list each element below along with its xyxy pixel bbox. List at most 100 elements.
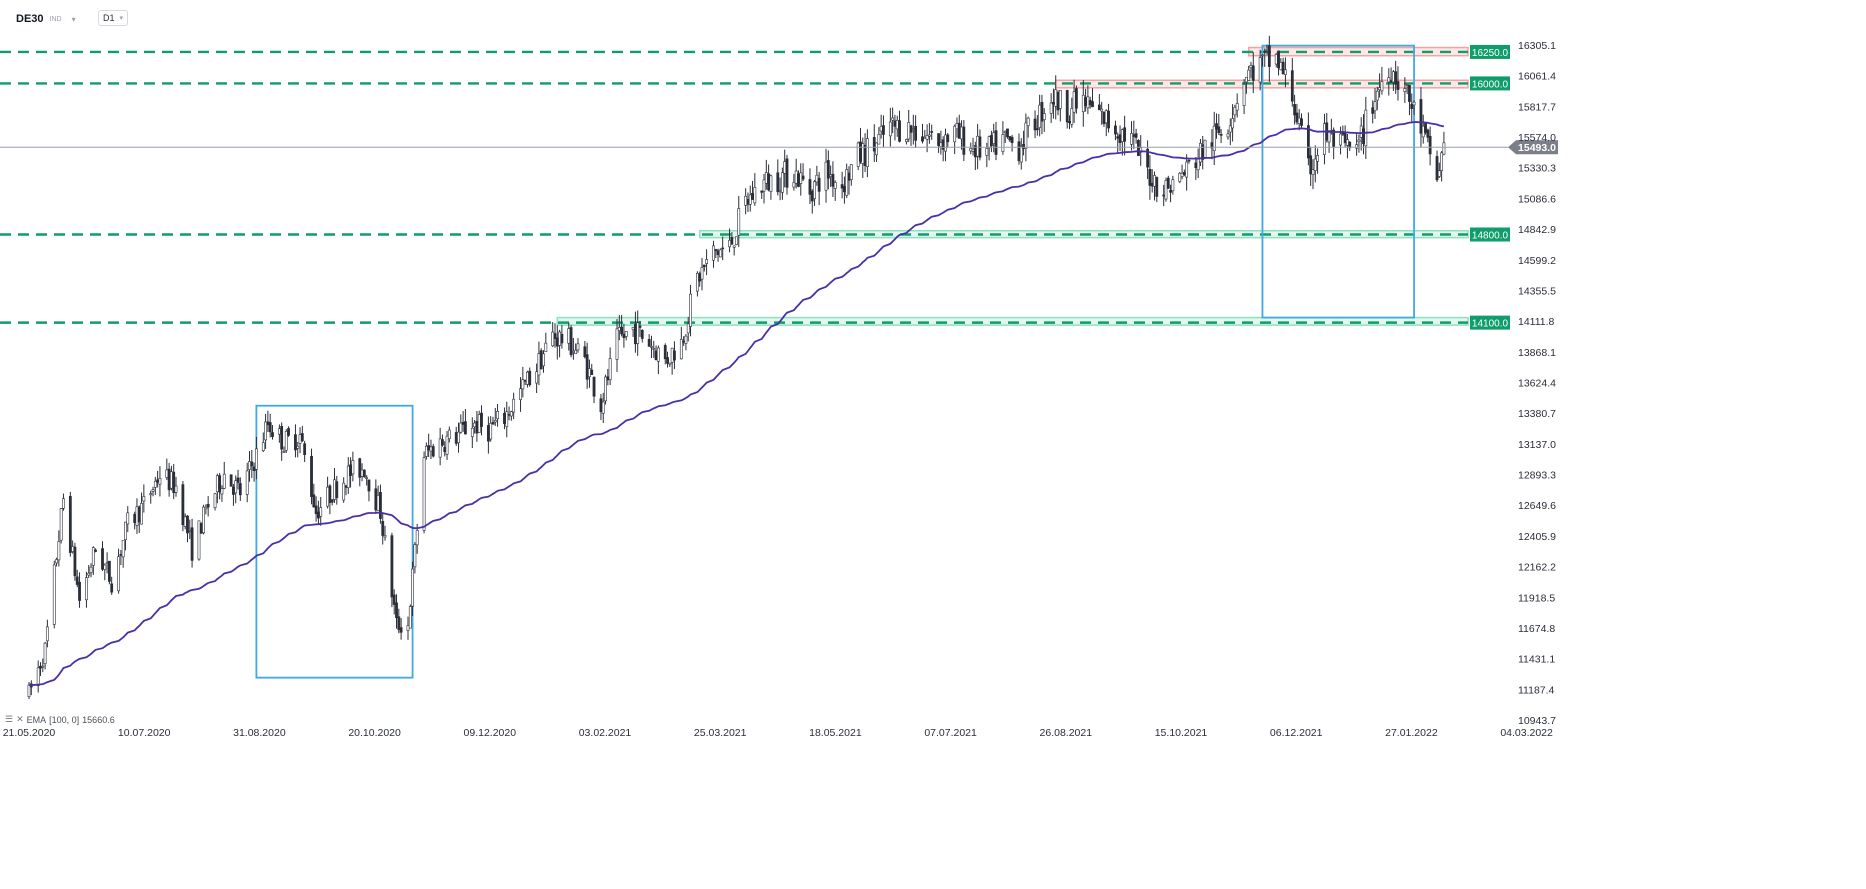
candle-body[interactable] [415, 530, 419, 546]
candle-body[interactable] [1026, 117, 1030, 126]
candle-body[interactable] [1134, 133, 1138, 138]
candle-body[interactable] [1137, 140, 1140, 157]
candle-body[interactable] [1187, 159, 1191, 162]
candle-body[interactable] [151, 489, 155, 492]
candle-body[interactable] [1357, 139, 1361, 143]
candle-body[interactable] [1169, 190, 1172, 193]
candle-body[interactable] [1203, 139, 1207, 158]
candle-body[interactable] [204, 506, 208, 510]
candle-body[interactable] [799, 172, 803, 184]
candle-body[interactable] [459, 422, 463, 433]
candle-body[interactable] [27, 684, 31, 697]
candle-body[interactable] [744, 195, 748, 206]
candle-body[interactable] [909, 125, 913, 133]
candle-body[interactable] [1440, 152, 1444, 171]
candle-body[interactable] [512, 398, 516, 413]
candle-body[interactable] [650, 346, 653, 348]
candle-body[interactable] [1426, 129, 1430, 138]
candle-body[interactable] [344, 485, 348, 488]
candle-body[interactable] [888, 121, 892, 137]
candle-body[interactable] [1247, 69, 1251, 81]
candle-body[interactable] [213, 493, 217, 508]
candle-body[interactable] [73, 546, 77, 577]
candle-body[interactable] [457, 431, 460, 444]
candle-body[interactable] [831, 173, 835, 187]
candle-body[interactable] [686, 323, 690, 334]
candle-body[interactable] [282, 451, 286, 453]
candle-body[interactable] [1293, 104, 1297, 116]
candle-body[interactable] [925, 135, 929, 140]
candle-body[interactable] [1313, 158, 1317, 171]
candle-body[interactable] [1091, 101, 1094, 108]
candle-body[interactable] [1182, 172, 1186, 175]
candle-body[interactable] [461, 421, 465, 425]
candle-body[interactable] [957, 122, 961, 139]
candle-body[interactable] [953, 125, 957, 143]
candle-body[interactable] [716, 250, 720, 256]
candle-body[interactable] [383, 535, 387, 538]
candle-body[interactable] [521, 379, 525, 390]
candle-body[interactable] [424, 445, 428, 457]
candle-body[interactable] [429, 446, 433, 452]
candle-body[interactable] [222, 473, 226, 489]
candle-body[interactable] [172, 471, 176, 493]
candle-body[interactable] [496, 410, 499, 420]
candle-body[interactable] [59, 508, 63, 541]
candle-body[interactable] [813, 181, 816, 199]
candle-body[interactable] [55, 559, 58, 564]
candle-body[interactable] [57, 541, 61, 561]
candle-body[interactable] [342, 482, 346, 501]
candle-body[interactable] [248, 461, 251, 470]
candle-body[interactable] [284, 431, 288, 451]
candle-body[interactable] [1261, 54, 1264, 57]
candle-body[interactable] [266, 421, 270, 426]
visibility-icon[interactable]: ☰ [5, 714, 14, 724]
candle-body[interactable] [1389, 80, 1393, 83]
candle-body[interactable] [1274, 54, 1278, 65]
candle-body[interactable] [1215, 123, 1218, 130]
candle-body[interactable] [849, 164, 853, 180]
candle-body[interactable] [776, 172, 780, 193]
candle-body[interactable] [413, 544, 417, 568]
candle-body[interactable] [62, 498, 65, 509]
candle-body[interactable] [1068, 121, 1071, 124]
candle-body[interactable] [1102, 111, 1106, 125]
candle-body[interactable] [1371, 107, 1375, 114]
candle-body[interactable] [464, 421, 467, 435]
candle-body[interactable] [990, 135, 993, 147]
candle-body[interactable] [624, 331, 628, 337]
candle-body[interactable] [1118, 134, 1122, 143]
candle-body[interactable] [856, 142, 860, 167]
candle-body[interactable] [601, 401, 605, 414]
candle-body[interactable] [121, 540, 125, 558]
candle-body[interactable] [785, 158, 789, 188]
candle-body[interactable] [914, 125, 918, 141]
candle-body[interactable] [268, 422, 272, 433]
candle-body[interactable] [271, 432, 274, 437]
candle-body[interactable] [1123, 127, 1127, 142]
candle-body[interactable] [721, 247, 725, 250]
candle-body[interactable] [397, 616, 401, 630]
candle-body[interactable] [615, 328, 619, 360]
candle-body[interactable] [955, 123, 959, 130]
candle-body[interactable] [1408, 84, 1411, 102]
candle-body[interactable] [985, 148, 989, 156]
candle-body[interactable] [509, 411, 513, 417]
candle-body[interactable] [493, 420, 497, 423]
candle-body[interactable] [753, 187, 757, 204]
candle-body[interactable] [1263, 50, 1267, 53]
candle-body[interactable] [1052, 101, 1055, 105]
candle-body[interactable] [960, 126, 963, 140]
candle-body[interactable] [124, 521, 127, 540]
candle-body[interactable] [1001, 134, 1005, 152]
candle-body[interactable] [1081, 94, 1085, 112]
candle-body[interactable] [1049, 102, 1053, 114]
candle-body[interactable] [969, 148, 973, 152]
candle-body[interactable] [71, 546, 75, 552]
candle-body[interactable] [535, 371, 539, 384]
candle-body[interactable] [937, 133, 940, 146]
candle-body[interactable] [1405, 84, 1409, 86]
candle-body[interactable] [976, 135, 980, 157]
candle-body[interactable] [553, 333, 557, 339]
candle-body[interactable] [962, 126, 966, 155]
